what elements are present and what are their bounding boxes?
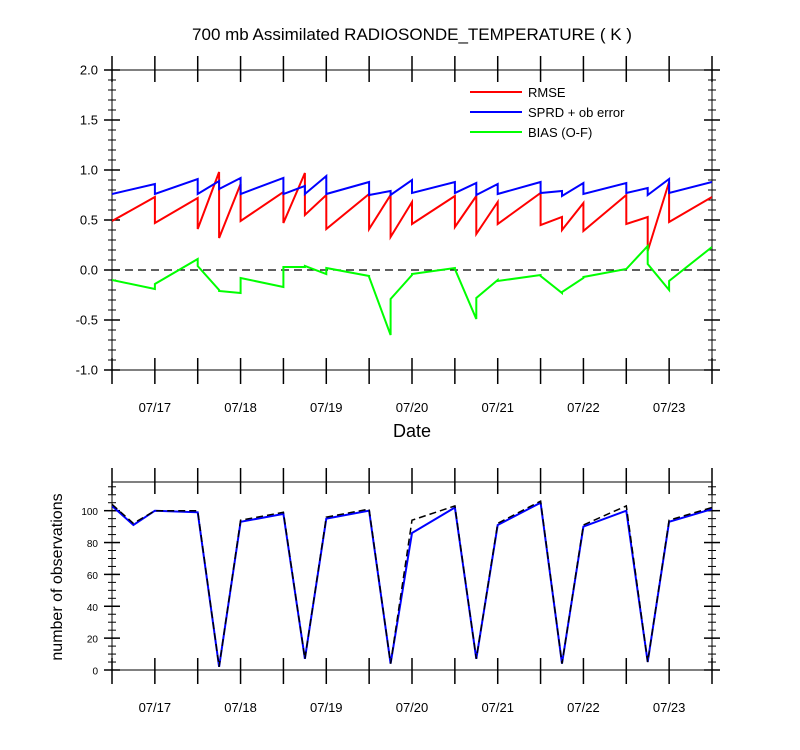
x-tick-label: 07/19 (310, 400, 343, 415)
x-tick-label: 07/21 (481, 700, 514, 715)
legend-label: RMSE (528, 85, 566, 100)
y-tick-label: 0.5 (80, 213, 98, 228)
series-line-0 (112, 501, 712, 667)
x-tick-label: 07/22 (567, 400, 600, 415)
y-tick-label: -1.0 (76, 363, 98, 378)
legend-label: BIAS (O-F) (528, 125, 592, 140)
y-tick-label: -0.5 (76, 313, 98, 328)
x-tick-label: 07/17 (139, 400, 172, 415)
x-tick-label: 07/22 (567, 700, 600, 715)
x-tick-label: 07/19 (310, 700, 343, 715)
y-tick-label: 20 (87, 635, 99, 646)
x-tick-label: 07/20 (396, 400, 429, 415)
series-line-0 (112, 171, 712, 252)
y-tick-label: 1.0 (80, 163, 98, 178)
x-tick-label: 07/21 (481, 400, 514, 415)
y-tick-label: 40 (87, 603, 99, 614)
x-axis-label: Date (393, 421, 431, 441)
y-tick-label: 60 (87, 571, 99, 582)
y-axis-label-bottom: number of observations (49, 493, 66, 660)
legend-label: SPRD + ob error (528, 105, 625, 120)
series-line-2 (112, 243, 712, 336)
x-tick-label: 07/18 (224, 700, 257, 715)
y-tick-label: 100 (81, 507, 98, 518)
y-tick-label: 0.0 (80, 263, 98, 278)
y-tick-label: 1.5 (80, 113, 98, 128)
x-tick-label: 07/23 (653, 400, 686, 415)
series-line-1 (112, 499, 712, 667)
x-tick-label: 07/18 (224, 400, 257, 415)
x-tick-label: 07/20 (396, 700, 429, 715)
y-tick-label: 2.0 (80, 63, 98, 78)
series-line-1 (112, 173, 712, 198)
y-tick-label: 80 (87, 539, 99, 550)
bottom-plot: 07/17 07/18 07/19 07/20 07/21 07/22 07/23 100 80… (81, 468, 720, 715)
plot-frame (111, 481, 713, 671)
y-tick-label: 0 (92, 667, 98, 678)
top-plot: 07/17 07/18 07/19 07/20 07/21 07/22 07/23 2.0 1.… (76, 56, 720, 415)
chart-title: 700 mb Assimilated RADIOSONDE_TEMPERATUR… (192, 25, 632, 44)
x-tick-label: 07/17 (139, 700, 172, 715)
x-tick-label: 07/23 (653, 700, 686, 715)
